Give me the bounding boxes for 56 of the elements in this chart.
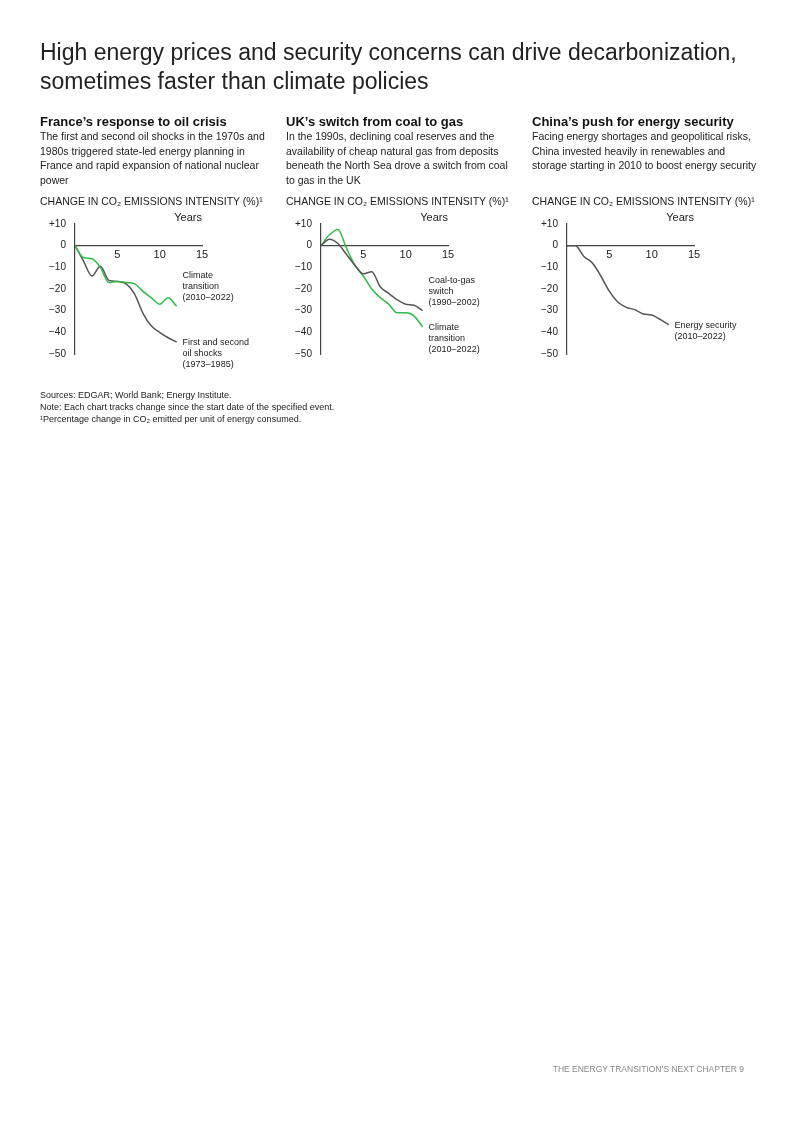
x-tick-label: 5	[360, 248, 367, 261]
y-axis-title: CHANGE IN CO₂ EMISSIONS INTENSITY (%)¹	[286, 195, 510, 207]
y-tick-label: −20	[48, 282, 67, 294]
text: ¹Percentage change in CO₂ emitted per unit of energy consumed.	[40, 413, 303, 425]
y-tick-label: −40	[48, 326, 67, 338]
y-tick-label: −50	[540, 347, 559, 359]
chart-title: France’s response to oil crisis	[40, 114, 228, 129]
x-axis-title: Years	[174, 211, 202, 223]
chart-title: UK’s switch from coal to gas	[286, 114, 465, 129]
x-tick-label: 10	[153, 248, 166, 261]
y-tick-label: −10	[540, 261, 559, 273]
y-tick-label: −30	[540, 304, 559, 316]
x-tick-label: 15	[687, 248, 701, 261]
x-tick-label: 5	[606, 248, 613, 261]
line-series	[320, 238, 424, 312]
y-axis-title: CHANGE IN CO₂ EMISSIONS INTENSITY (%)¹	[40, 195, 264, 207]
y-tick-label: +10	[294, 217, 313, 229]
y-tick-label: +10	[48, 217, 67, 229]
chart-title: China’s push for energy security	[532, 114, 735, 129]
y-tick-label: 0	[306, 239, 313, 251]
y-tick-label: −50	[48, 347, 67, 359]
y-tick-label: 0	[552, 239, 559, 251]
y-tick-label: 0	[60, 239, 67, 251]
y-tick-label: −10	[294, 261, 313, 273]
source-note: Sources: EDGAR; World Bank; Energy Institute.	[40, 389, 233, 401]
series-label: Climate transition (2010–2022)	[182, 270, 234, 303]
y-axis-title: CHANGE IN CO₂ EMISSIONS INTENSITY (%)¹	[532, 195, 756, 207]
text: THE ENERGY TRANSITION’S NEXT CHAPTER 9	[552, 1064, 744, 1074]
x-tick-label: 15	[195, 248, 209, 261]
y-tick-label: −30	[294, 304, 313, 316]
y-tick-label: −30	[48, 304, 67, 316]
x-axis-title: Years	[420, 211, 448, 223]
series-label: Climate transition (2010–2022)	[428, 321, 480, 354]
text: Note: Each chart tracks change since the start date of the specified event.	[40, 401, 336, 413]
x-tick-label: 10	[645, 248, 658, 261]
y-tick-label: −40	[540, 326, 559, 338]
y-tick-label: −50	[294, 347, 313, 359]
chart-subtitle: In the 1990s, declining coal reserves and the availability of cheap natural gas from deposits beneath the North Sea drove a switch from coal to gas in the UK	[286, 129, 509, 187]
line-series	[74, 244, 178, 308]
y-tick-label: −20	[294, 282, 313, 294]
chart-subtitle: The first and second oil shocks in the 1970s and 1980s triggered state-led energy planning in France and rapid expansion of national nuclear power	[40, 129, 266, 187]
x-tick-label: 10	[399, 248, 412, 261]
x-axis-title: Years	[666, 211, 694, 223]
series-label: First and second oil shocks (1973–1985)	[182, 337, 250, 370]
series-label: Energy security (2010–2022)	[674, 319, 738, 341]
x-tick-label: 5	[114, 248, 121, 261]
y-tick-label: +10	[540, 217, 559, 229]
line-series	[566, 244, 670, 326]
x-tick-label: 15	[441, 248, 455, 261]
text: High energy prices and security concerns can drive decarbonization, sometimes faster than climate policies	[40, 38, 738, 96]
chart-subtitle: Facing energy shortages and geopolitical risks, China invested heavily in renewables and storage starting in 2010 to boost energy security	[532, 129, 758, 173]
series-label: Coal-to-gas switch (1990–2002)	[428, 274, 480, 307]
y-tick-label: −40	[294, 326, 313, 338]
y-tick-label: −20	[540, 282, 559, 294]
y-tick-label: −10	[48, 261, 67, 273]
line-series	[320, 228, 424, 328]
